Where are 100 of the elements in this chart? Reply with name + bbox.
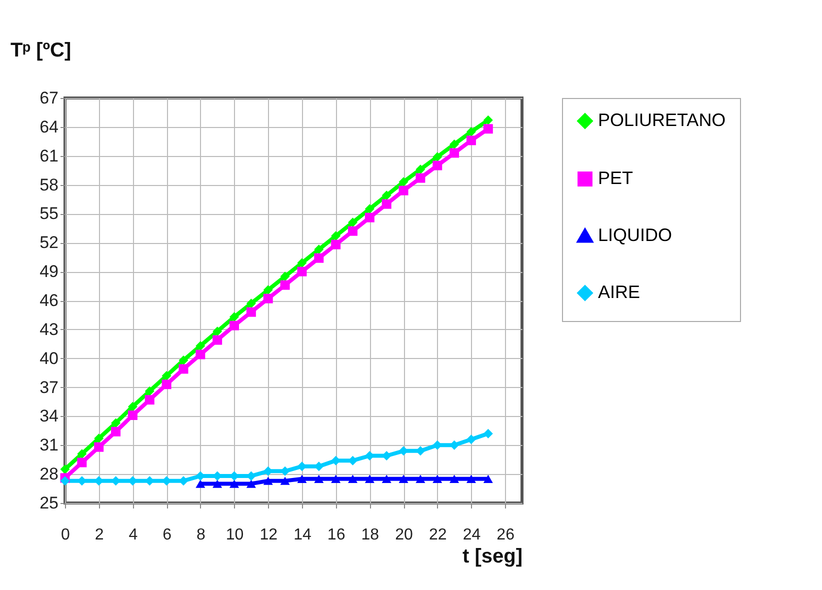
point [230,312,239,322]
x-tick-label: 24 [462,526,481,544]
legend-label: LIQUIDO [598,225,672,245]
point [178,364,188,374]
point [246,307,256,317]
y-tick-label: 40 [40,348,58,368]
x-tick-label: 14 [294,526,312,544]
point [246,298,256,308]
point [450,140,460,150]
x-tick-label: 20 [395,526,414,544]
point [466,136,476,146]
y-axis-title: Tᵖ [ºC] [10,40,72,62]
point [212,335,222,345]
point [60,476,70,486]
point [432,474,442,483]
point [144,395,154,405]
legend-label: AIRE [598,282,640,302]
point [212,326,222,336]
point [162,380,172,390]
y-tick-label: 67 [40,88,58,108]
point [196,480,206,488]
point [364,451,374,460]
point [364,204,374,214]
point [398,177,408,187]
point [128,402,138,412]
point [483,124,493,134]
point [416,173,426,183]
point [382,190,392,200]
y-tick-label: 58 [40,175,58,194]
x-tick-label: 16 [327,526,346,544]
y-tick-label: 34 [40,406,58,426]
point [432,160,442,170]
point [280,272,290,282]
x-tick-label: 6 [162,526,172,544]
y-tick-label: 37 [40,378,58,397]
point [94,434,104,444]
point [77,449,87,459]
point [263,466,273,476]
point [331,231,341,241]
point [348,218,358,228]
point [314,244,324,254]
point [432,152,442,162]
point [382,199,392,209]
point [212,480,222,488]
point [280,476,290,485]
x-tick-label: 22 [428,526,447,544]
point [196,350,206,360]
x-tick-label: 0 [61,526,70,544]
point [196,341,206,351]
point [364,474,374,483]
y-tick-label: 64 [40,117,58,136]
point [450,440,460,450]
point [348,456,358,466]
point [263,294,273,304]
point [466,127,476,136]
x-axis-title: t [seg] [462,546,522,568]
point [331,474,341,483]
point [77,458,87,468]
point [398,474,408,483]
point [246,480,256,488]
point [263,285,273,295]
point [128,410,138,420]
point [297,258,307,268]
legend-label: PET [598,168,634,188]
point [314,253,324,263]
point [483,428,493,438]
point [416,474,426,483]
y-tick-label: 46 [40,291,58,310]
point [364,212,374,222]
point [416,164,426,174]
point [297,266,307,276]
x-tick-label: 18 [361,526,380,544]
point [450,474,460,483]
point [111,418,121,428]
point [382,474,392,483]
point [280,280,290,290]
y-tick-label: 25 [40,494,58,512]
point [94,442,104,452]
point [398,186,408,196]
point [314,474,324,483]
point [144,386,154,396]
x-tick-label: 10 [226,526,244,544]
x-tick-label: 4 [128,526,138,544]
point [450,148,460,158]
point [483,115,493,125]
x-tick-label: 2 [94,526,104,544]
point [466,474,476,483]
x-tick-label: 8 [196,526,206,544]
x-tick-label: 26 [496,526,515,544]
legend-label: POLIURETANO [598,110,726,130]
point [111,426,121,436]
y-tick-label: 31 [40,436,58,455]
x-tick-label: 12 [260,526,278,544]
point [331,240,341,250]
point [314,462,324,472]
y-tick-label: 61 [40,146,58,166]
point [297,474,307,483]
y-tick-label: 43 [40,320,58,339]
point [178,356,188,366]
y-tick-label: 28 [40,464,58,484]
